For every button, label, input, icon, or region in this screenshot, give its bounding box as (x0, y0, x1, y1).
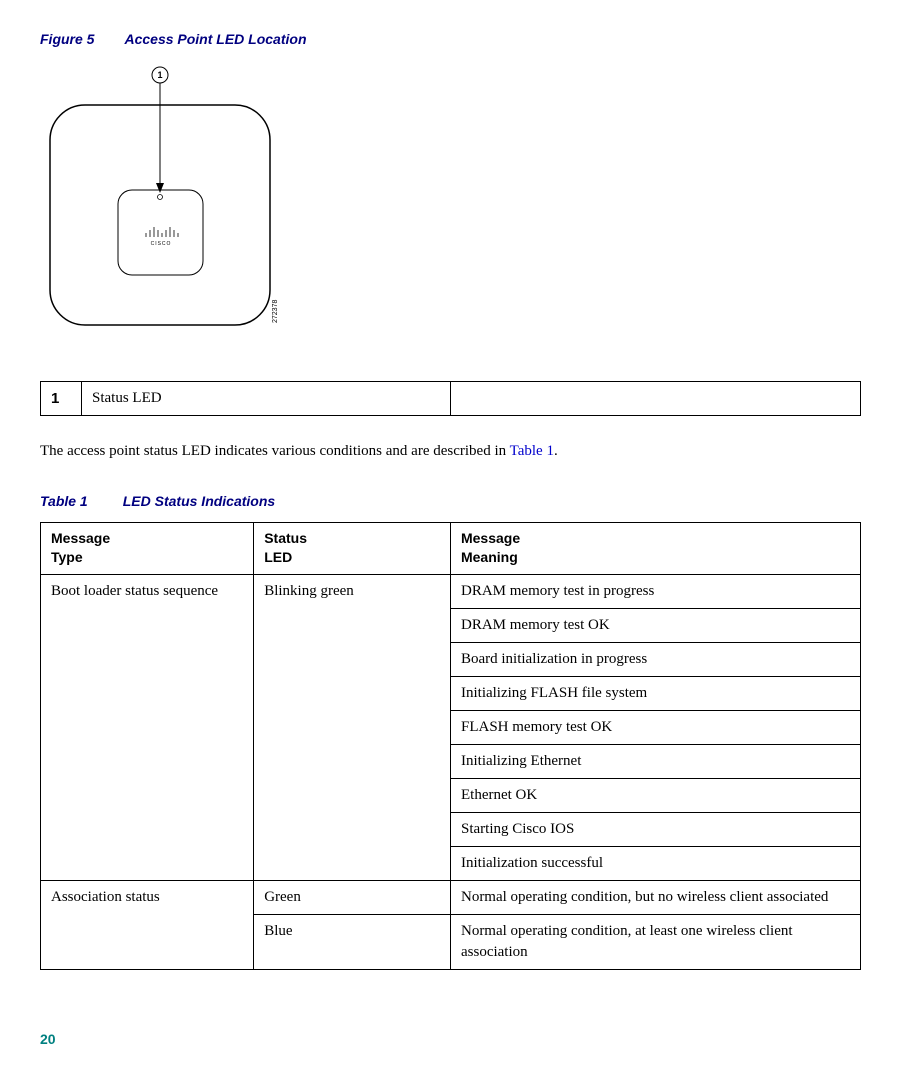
callout-number: 1 (157, 70, 162, 80)
header-status-led: StatusLED (254, 522, 451, 574)
led-status-table: MessageType StatusLED MessageMeaning Boo… (40, 522, 861, 970)
diagram-annotation: 272378 (272, 299, 279, 322)
table-row: Boot loader status sequence Blinking gre… (41, 574, 861, 608)
figure-title: Access Point LED Location (124, 31, 306, 47)
cell-boot-type: Boot loader status sequence (41, 574, 254, 880)
table-title: LED Status Indications (123, 493, 275, 509)
legend-num: 1 (41, 382, 82, 416)
header-message-meaning: MessageMeaning (450, 522, 860, 574)
cisco-logo-text: CISCO (151, 241, 172, 247)
cell-meaning: DRAM memory test OK (450, 608, 860, 642)
cell-assoc-type: Association status (41, 880, 254, 969)
cell-meaning: Ethernet OK (450, 778, 860, 812)
legend-text: Status LED (82, 382, 451, 416)
access-point-diagram: 1 CISCO 272378 (40, 65, 861, 362)
cell-meaning: Initialization successful (450, 846, 860, 880)
cell-meaning: Board initialization in progress (450, 642, 860, 676)
cell-assoc-led2: Blue (254, 914, 451, 969)
cell-assoc-meaning2: Normal operating condition, at least one… (450, 914, 860, 969)
cell-meaning: Initializing Ethernet (450, 744, 860, 778)
body-paragraph: The access point status LED indicates va… (40, 441, 861, 462)
table-row: Association status Green Normal operatin… (41, 880, 861, 914)
cell-meaning: FLASH memory test OK (450, 710, 860, 744)
header-message-type: MessageType (41, 522, 254, 574)
table-link[interactable]: Table 1 (510, 443, 554, 459)
cell-meaning: Initializing FLASH file system (450, 676, 860, 710)
figure-number: Figure 5 (40, 31, 94, 47)
figure-label: Figure 5 Access Point LED Location (40, 30, 861, 50)
legend-table: 1 Status LED (40, 381, 861, 416)
cell-assoc-meaning1: Normal operating condition, but no wirel… (450, 880, 860, 914)
cell-meaning: DRAM memory test in progress (450, 574, 860, 608)
para-after: . (554, 443, 558, 459)
cell-assoc-led1: Green (254, 880, 451, 914)
table-header-row: MessageType StatusLED MessageMeaning (41, 522, 861, 574)
cell-meaning: Starting Cisco IOS (450, 812, 860, 846)
page-number: 20 (40, 1030, 861, 1050)
cell-boot-led: Blinking green (254, 574, 451, 880)
table-number: Table 1 (40, 493, 88, 509)
legend-empty (451, 382, 861, 416)
table-label: Table 1 LED Status Indications (40, 492, 861, 512)
para-before: The access point status LED indicates va… (40, 443, 510, 459)
